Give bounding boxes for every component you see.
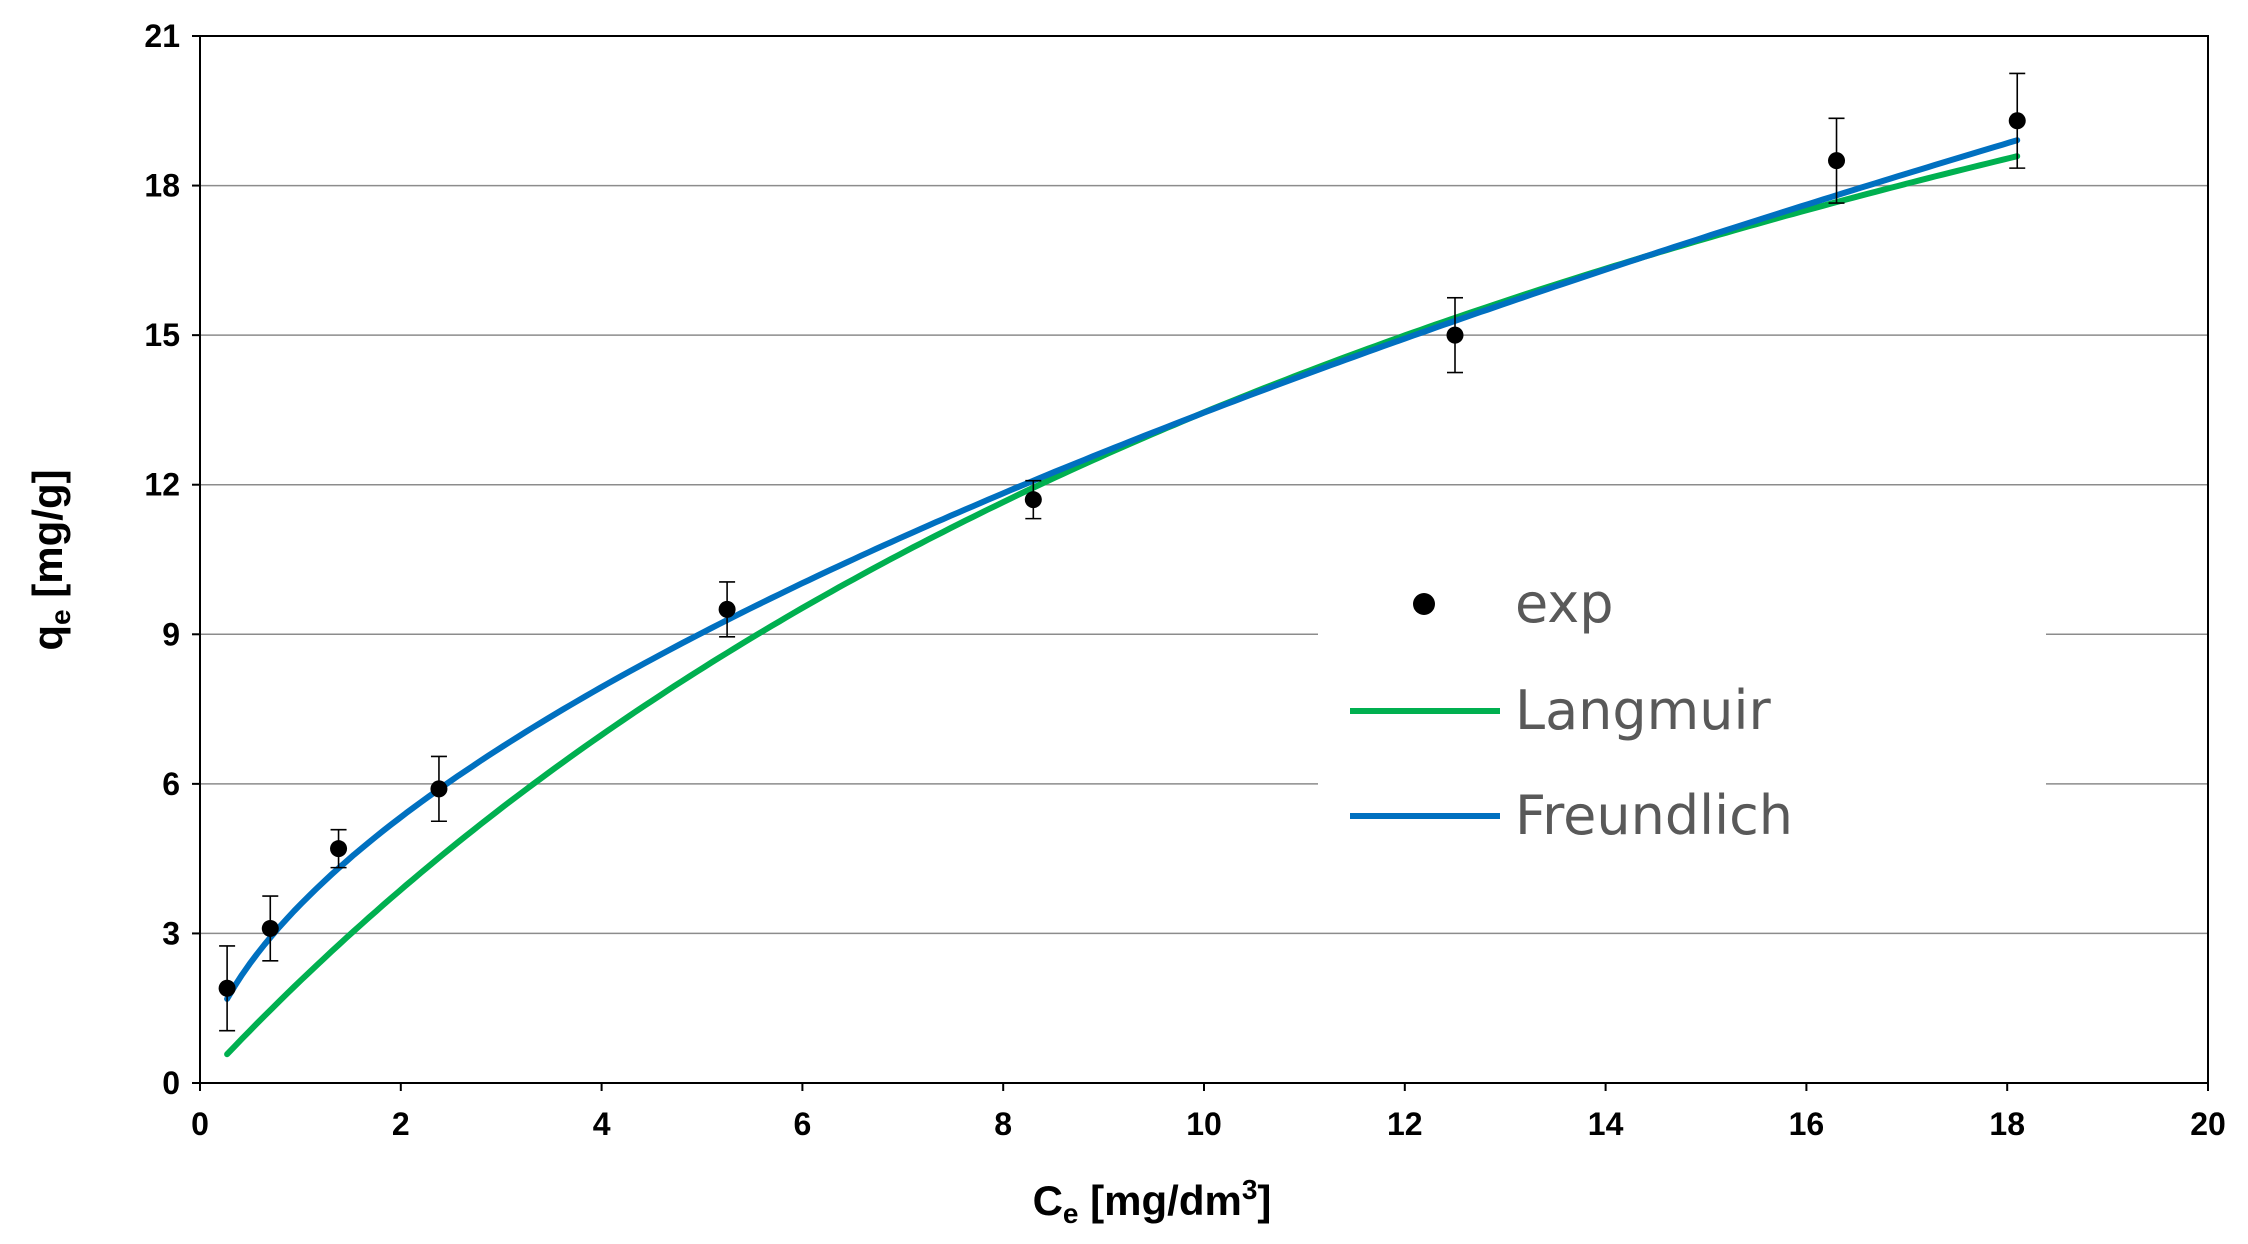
- x-tick-4: 4: [593, 1106, 611, 1142]
- y-tick-15: 15: [144, 317, 180, 353]
- legend: exp Langmuir Freundlich: [1350, 572, 1793, 847]
- x-tick-14: 14: [1588, 1106, 1624, 1142]
- exp-point-6: [1446, 326, 1464, 344]
- exp-point-4: [718, 600, 736, 618]
- model-curves: [224, 137, 2021, 1058]
- exp-point-8: [2008, 112, 2026, 130]
- exp-point-1: [261, 919, 279, 937]
- exp-point-3: [430, 780, 448, 798]
- exp-point-2: [330, 840, 348, 858]
- y-axis-title: qe [mg/g]: [24, 469, 76, 650]
- x-tick-labels: 0 2 4 6 8 10 12 14 16 18 20: [191, 1083, 2226, 1142]
- x-tick-16: 16: [1789, 1106, 1825, 1142]
- legend-label-exp: exp: [1515, 572, 1614, 635]
- y-tick-3: 3: [162, 915, 180, 951]
- experimental-points: [218, 72, 2026, 1032]
- legend-background: [1318, 555, 2046, 845]
- legend-label-freundlich: Freundlich: [1515, 784, 1793, 847]
- legend-marker-exp: [1413, 593, 1435, 615]
- x-tick-20: 20: [2190, 1106, 2226, 1142]
- freundlich-curve: [224, 137, 2021, 1002]
- y-tick-9: 9: [162, 616, 180, 652]
- x-tick-2: 2: [392, 1106, 410, 1142]
- x-axis-title: Ce [mg/dm3]: [1033, 1174, 1272, 1229]
- exp-point-7: [1828, 152, 1846, 170]
- exp-point-5: [1024, 491, 1042, 509]
- exp-point-0: [218, 979, 236, 997]
- y-tick-21: 21: [144, 18, 180, 54]
- x-tick-0: 0: [191, 1106, 209, 1142]
- y-tick-0: 0: [162, 1065, 180, 1101]
- x-tick-8: 8: [994, 1106, 1012, 1142]
- y-tick-18: 18: [144, 168, 180, 204]
- x-tick-6: 6: [794, 1106, 812, 1142]
- legend-label-langmuir: Langmuir: [1515, 679, 1772, 742]
- x-tick-10: 10: [1186, 1106, 1222, 1142]
- y-tick-12: 12: [144, 467, 180, 503]
- y-tick-labels: 0 3 6 9 12 15 18 21: [144, 18, 200, 1101]
- x-tick-18: 18: [1989, 1106, 2025, 1142]
- x-tick-12: 12: [1387, 1106, 1423, 1142]
- y-tick-6: 6: [162, 766, 180, 802]
